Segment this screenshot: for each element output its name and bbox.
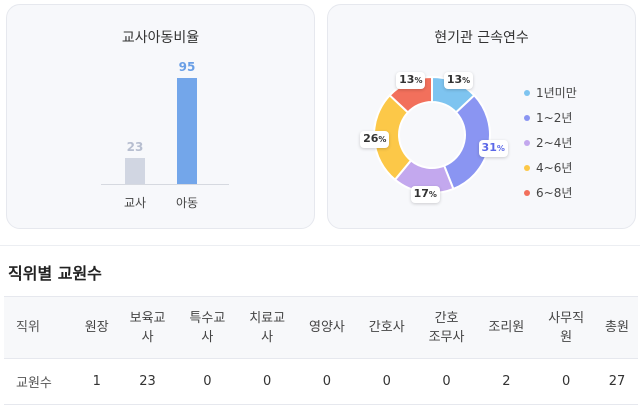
donut-percent-label: 13%	[396, 71, 426, 89]
legend-dot-icon	[524, 139, 530, 146]
staff-section-title: 직위별 교원수	[8, 264, 102, 283]
table-cell: 2	[502, 374, 511, 389]
table-header-cell: 간호사	[368, 320, 405, 335]
table-header-cell: 치료교 사	[249, 310, 286, 345]
legend-dot-icon	[524, 89, 530, 96]
bar-아동[interactable]	[177, 78, 197, 184]
table-cell: 0	[322, 374, 332, 389]
table-header-cell: 총원	[605, 320, 629, 335]
table-header-cell: 간호 조무사	[428, 310, 465, 345]
legend-dot-icon	[524, 189, 530, 196]
legend-item[interactable]: 1년미만	[524, 80, 577, 105]
legend-dot-icon	[524, 114, 530, 121]
section-divider	[0, 245, 640, 246]
donut-percent-label: 26%	[360, 130, 390, 148]
table-header-row: 직위 원장 보육교 사 특수교 사 치료교 사 영양사 간호사 간호 조무사 조리원 사무직 원 총원	[4, 296, 638, 359]
tenure-donut-chart	[373, 75, 491, 194]
table-header-cell: 특수교 사	[189, 310, 226, 345]
legend-label: 1~2년	[536, 111, 573, 125]
donut-percent-label: 13%	[443, 71, 474, 89]
table-cell: 0	[203, 374, 212, 389]
legend-label: 2~4년	[536, 136, 573, 150]
donut-percent-label: 17%	[410, 186, 440, 204]
table-cell: 23	[139, 374, 156, 389]
table-cell: 27	[608, 374, 626, 389]
legend-label: 6~8년	[536, 186, 573, 200]
donut-percent-label: 31%	[478, 140, 508, 158]
bar-chart-baseline	[101, 184, 229, 185]
tenure-legend: 1년미만 1~2년 2~4년 4~6년 6~8년	[524, 80, 577, 205]
table-header-cell: 원장	[84, 320, 109, 335]
bar-category-label: 아동	[175, 196, 199, 210]
table-cell: 0	[382, 374, 391, 389]
table-header-cell: 영양사	[309, 320, 345, 335]
legend-item[interactable]: 6~8년	[524, 180, 577, 205]
table-row: 교원수 1 23 0 0 0 0 0 2 0 27	[4, 358, 638, 405]
legend-label: 4~6년	[536, 161, 573, 175]
table-header-cell: 조리원	[488, 320, 525, 335]
table-header-cell: 사무직 원	[548, 310, 585, 345]
table-cell: 1	[92, 374, 101, 389]
table-cell: 교원수	[16, 376, 52, 391]
ratio-card-title: 교사아동비율	[121, 30, 200, 46]
tenure-card: 현기관 근속연수 13% 31% 17% 26% 13% 1년미만 1~2년 2~4년 4~6…	[327, 4, 636, 229]
legend-dot-icon	[524, 164, 530, 171]
table-header-cell: 보육교 사	[129, 310, 166, 345]
teacher-child-ratio-card: 교사아동비율 23 교사 95 아동	[6, 4, 315, 229]
bar-value-label: 23	[126, 140, 144, 154]
table-cell: 0	[263, 374, 272, 389]
legend-item[interactable]: 4~6년	[524, 155, 577, 180]
bar-value-label: 95	[178, 60, 196, 74]
table-cell: 0	[442, 374, 451, 389]
staff-count-table: 직위 원장 보육교 사 특수교 사 치료교 사 영양사 간호사 간호 조무사 조리원 사무직 원 총원 교원수…	[4, 296, 638, 405]
table-header-cell: 직위	[16, 320, 40, 335]
bar-category-label: 교사	[123, 196, 147, 210]
legend-item[interactable]: 1~2년	[524, 105, 577, 130]
tenure-card-title: 현기관 근속연수	[434, 30, 529, 46]
legend-item[interactable]: 2~4년	[524, 130, 577, 155]
table-body: 교원수 1 23 0 0 0 0 0 2 0 27	[4, 358, 638, 405]
bar-교사[interactable]	[125, 158, 145, 184]
table-cell: 0	[561, 374, 571, 389]
legend-label: 1년미만	[536, 86, 577, 100]
